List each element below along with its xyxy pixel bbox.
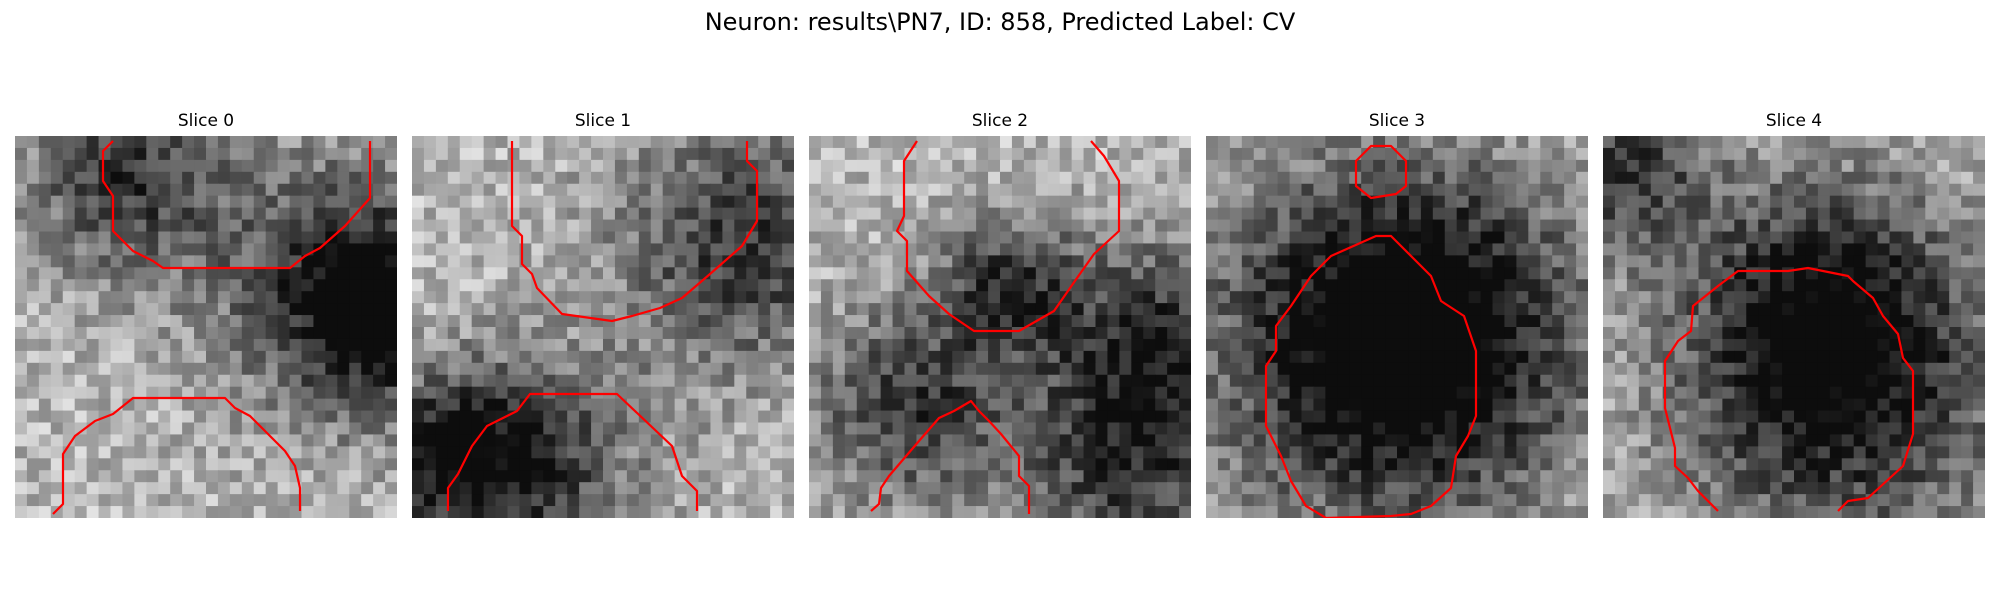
slice-title-4: Slice 4 xyxy=(1765,111,1823,131)
slice-panel-2: Slice 2 xyxy=(809,110,1191,518)
slice-panel-3: Slice 3 xyxy=(1206,110,1588,518)
figure-title: Neuron: results\PN7, ID: 858, Predicted … xyxy=(704,8,1296,36)
slice-title-2: Slice 2 xyxy=(971,111,1029,131)
slice-image-0 xyxy=(15,136,397,518)
slice-panel-1: Slice 1 xyxy=(412,110,794,518)
slice-image-3 xyxy=(1206,136,1588,518)
slice-title-0: Slice 0 xyxy=(177,111,235,131)
contour-line xyxy=(895,140,1121,333)
contour-line xyxy=(52,396,302,515)
contour-line xyxy=(1663,266,1915,512)
contour-line xyxy=(870,399,1031,514)
slice-title-1: Slice 1 xyxy=(574,111,632,131)
slice-image-4 xyxy=(1603,136,1985,518)
slice-panel-0: Slice 0 xyxy=(15,110,397,518)
slice-image-1 xyxy=(412,136,794,518)
slice-image-2 xyxy=(809,136,1191,518)
contour-line xyxy=(101,140,372,270)
contour-line xyxy=(1354,144,1408,200)
slice-title-3: Slice 3 xyxy=(1368,111,1426,131)
slice-panel-4: Slice 4 xyxy=(1603,110,1985,518)
contour-line xyxy=(1264,234,1478,518)
contour-line xyxy=(446,392,699,511)
contour-line xyxy=(510,141,759,323)
